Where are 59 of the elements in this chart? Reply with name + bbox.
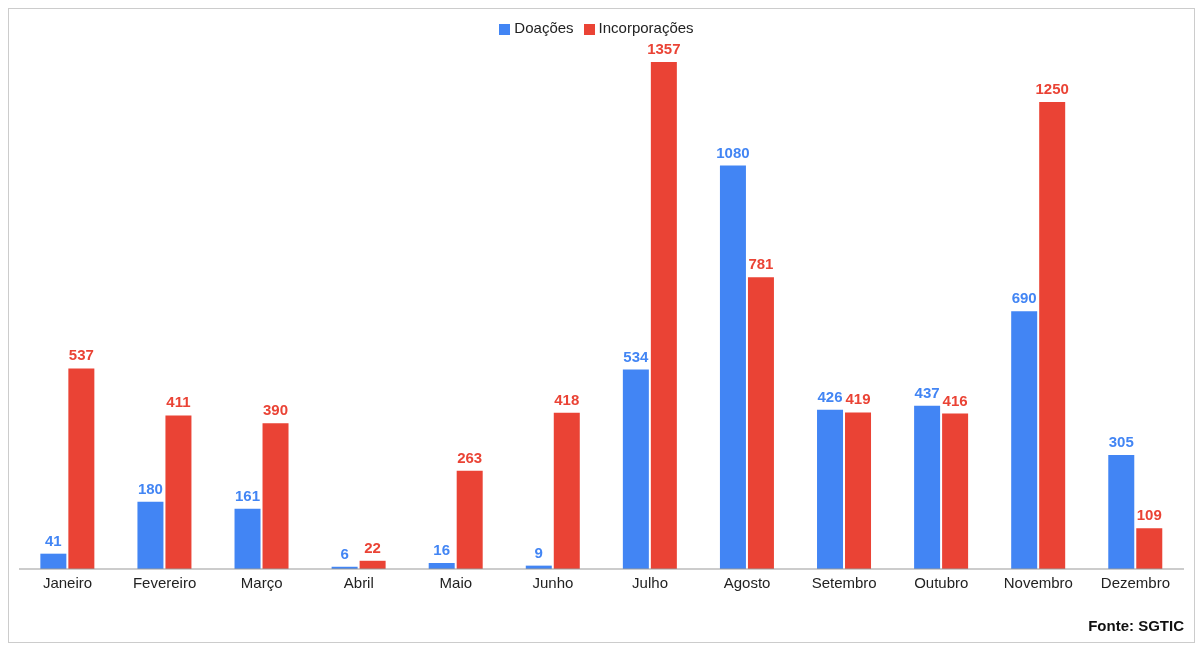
x-tick-label: Novembro	[1003, 573, 1073, 591]
data-label: 161	[235, 486, 261, 504]
x-tick-label: Maio	[439, 573, 473, 591]
data-label: 419	[845, 390, 871, 408]
x-tick-label: Março	[240, 573, 283, 591]
data-label: 109	[1136, 506, 1162, 524]
x-tick-label: Dezembro	[1100, 573, 1171, 591]
bar	[1136, 528, 1163, 569]
bar	[845, 412, 872, 569]
data-label: 1250	[1035, 80, 1069, 98]
bar	[68, 368, 95, 569]
data-label: 16	[433, 541, 451, 559]
x-tick-label: Agosto	[723, 573, 771, 591]
bar	[165, 415, 192, 569]
bar	[137, 501, 164, 569]
data-label: 537	[68, 346, 94, 364]
x-tick-label: Julho	[632, 573, 668, 591]
bar	[817, 409, 844, 569]
data-label: 9	[534, 543, 543, 561]
bar	[1011, 311, 1038, 569]
source-note: Fonte: SGTIC	[1088, 617, 1184, 634]
data-label: 534	[623, 347, 650, 365]
x-tick-label: Fevereiro	[132, 573, 197, 591]
data-label: 263	[457, 448, 483, 466]
data-label: 426	[817, 387, 843, 405]
data-label: 6	[340, 544, 349, 562]
x-tick-label: Setembro	[811, 573, 877, 591]
bar	[650, 62, 677, 569]
bar	[456, 470, 483, 569]
data-label: 22	[364, 538, 381, 556]
x-tick-label: Janeiro	[42, 573, 93, 591]
bar	[747, 277, 774, 569]
bar	[234, 508, 261, 569]
legend-label: Doações	[514, 19, 574, 36]
bar	[1039, 102, 1066, 569]
data-label: 437	[914, 383, 940, 401]
bar	[622, 369, 649, 569]
bar	[942, 413, 969, 569]
x-tick-label: Outubro	[914, 573, 969, 591]
data-label: 180	[137, 479, 163, 497]
data-label: 690	[1011, 289, 1037, 307]
data-label: 1080	[716, 143, 750, 161]
data-label: 418	[554, 390, 580, 408]
data-label: 416	[942, 391, 968, 409]
bar	[914, 405, 941, 569]
bar	[40, 553, 67, 569]
bar	[553, 412, 580, 569]
x-tick-label: Abril	[343, 573, 374, 591]
x-tick-label: Junho	[532, 573, 574, 591]
bar	[1108, 455, 1135, 569]
data-label: 781	[748, 255, 774, 273]
bar	[262, 423, 289, 569]
data-label: 1357	[647, 40, 681, 58]
data-label: 390	[263, 401, 289, 419]
legend-label: Incorporações	[598, 19, 694, 36]
bar	[719, 165, 746, 569]
data-label: 305	[1108, 433, 1134, 451]
data-label: 41	[45, 531, 62, 549]
data-label: 411	[166, 393, 191, 411]
